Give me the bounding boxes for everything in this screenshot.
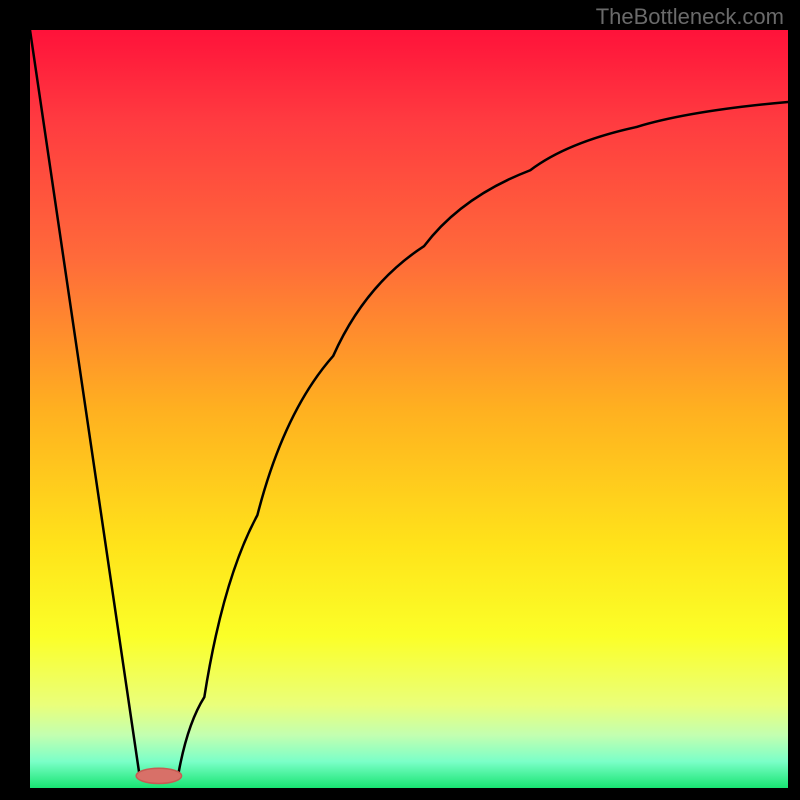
optimal-marker [136,768,181,783]
chart-root: TheBottleneck.com [0,0,800,800]
plot-background [30,30,788,788]
watermark-text: TheBottleneck.com [596,4,784,30]
chart-svg [0,0,800,800]
